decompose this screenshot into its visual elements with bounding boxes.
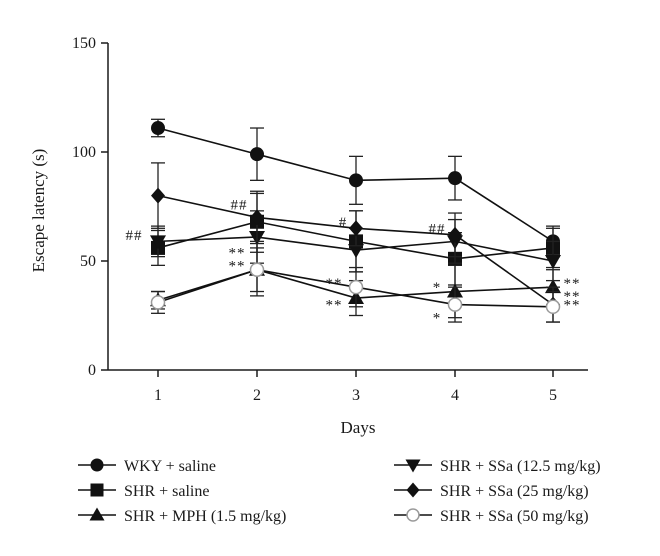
- legend-item: SHR + SSa (12.5 mg/kg): [394, 458, 601, 475]
- data-point: [250, 209, 264, 226]
- y-tick-label: 50: [80, 253, 96, 270]
- data-point: [448, 226, 462, 243]
- legend-label: SHR + MPH (1.5 mg/kg): [124, 508, 286, 525]
- significance-label: *: [433, 280, 442, 296]
- data-point: [151, 121, 165, 136]
- legend-item: WKY + saline: [78, 458, 216, 475]
- significance-label: ##: [429, 221, 446, 237]
- series-5: [150, 242, 561, 323]
- series-4: [151, 162, 560, 323]
- data-point: [150, 235, 166, 250]
- x-tick-label: 1: [154, 387, 162, 404]
- data-point: [348, 279, 364, 295]
- data-point: [545, 279, 561, 294]
- x-tick-label: 2: [253, 387, 261, 404]
- legend-marker: [89, 507, 105, 521]
- data-point: [448, 171, 462, 186]
- legend-marker: [406, 482, 420, 498]
- significance-annotations: ####****#****##********: [126, 197, 581, 327]
- legend-label: SHR + SSa (12.5 mg/kg): [440, 458, 601, 475]
- significance-label: ##: [126, 228, 143, 244]
- significance-label: **: [564, 289, 581, 305]
- x-tick-label: 5: [549, 387, 557, 404]
- significance-label: ##: [231, 197, 248, 213]
- data-point: [348, 244, 364, 259]
- legend-label: SHR + saline: [124, 483, 209, 500]
- y-tick-label: 0: [88, 362, 96, 379]
- data-point: [249, 262, 265, 277]
- plot-area: [150, 118, 561, 323]
- data-point: [349, 173, 363, 188]
- x-axis-title: Days: [341, 418, 376, 437]
- data-point: [447, 297, 463, 312]
- data-point: [150, 295, 166, 310]
- significance-label: **: [564, 276, 581, 292]
- data-point: [545, 255, 561, 269]
- significance-label: **: [229, 245, 246, 261]
- y-tick-label: 100: [72, 144, 96, 161]
- legend-item: SHR + MPH (1.5 mg/kg): [78, 507, 286, 525]
- data-point: [545, 299, 561, 315]
- legend-item: SHR + SSa (25 mg/kg): [394, 482, 589, 500]
- significance-label: **: [229, 258, 246, 274]
- legend-marker: [405, 459, 421, 473]
- tick-labels: 0 50 100 150 1 2 3 4 5: [72, 35, 557, 404]
- legend-marker: [406, 508, 420, 522]
- axes: [101, 42, 588, 377]
- legend-marker: [90, 483, 104, 497]
- significance-label: **: [326, 276, 343, 292]
- significance-label: **: [564, 298, 581, 314]
- legend-item: SHR + SSa (50 mg/kg): [394, 508, 589, 525]
- y-axis-title: Escape latency (s): [29, 149, 48, 273]
- legend-label: WKY + saline: [124, 458, 216, 475]
- legend: WKY + saline SHR + saline SHR + MPH (1.5 m…: [78, 458, 601, 525]
- significance-label: #: [339, 215, 348, 231]
- significance-label: *: [433, 311, 442, 327]
- legend-item: SHR + saline: [78, 483, 209, 500]
- y-tick-label: 150: [72, 35, 96, 52]
- significance-label: **: [326, 298, 343, 314]
- x-tick-label: 4: [451, 387, 459, 404]
- legend-label: SHR + SSa (25 mg/kg): [440, 483, 589, 500]
- data-point: [151, 187, 165, 204]
- data-point: [250, 147, 264, 162]
- x-tick-label: 3: [352, 387, 360, 404]
- legend-label: SHR + SSa (50 mg/kg): [440, 508, 589, 525]
- data-point: [349, 220, 363, 237]
- legend-marker: [90, 458, 104, 472]
